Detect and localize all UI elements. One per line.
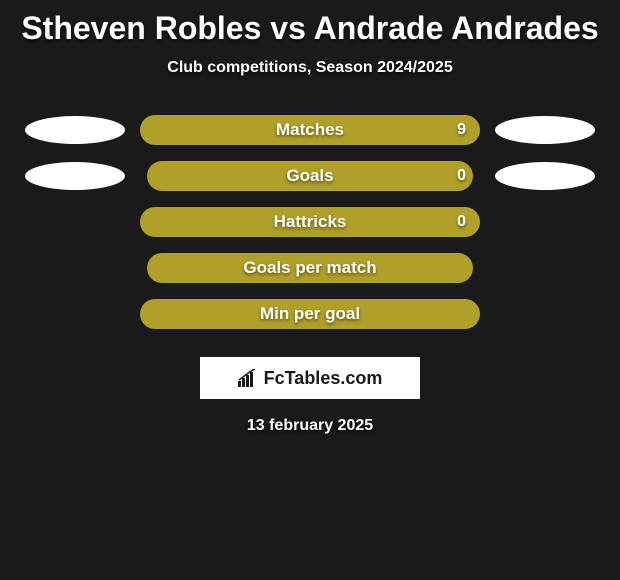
stat-value-right: 0: [457, 213, 466, 231]
left-spacer: [25, 254, 125, 282]
left-value-ellipse: [25, 116, 125, 144]
left-spacer: [25, 208, 125, 236]
stat-row: Min per goal: [25, 299, 595, 329]
bars-icon: [238, 369, 260, 387]
stat-row: Goals0: [25, 161, 595, 191]
stat-value-right: 0: [457, 167, 466, 185]
right-spacer: [495, 208, 595, 236]
comparison-panel: Stheven Robles vs Andrade Andrades Club …: [0, 0, 620, 435]
date-text: 13 february 2025: [247, 417, 373, 435]
stat-label: Hattricks: [140, 212, 480, 232]
logo-label: FcTables.com: [264, 368, 383, 389]
stat-rows: Matches9Goals0Hattricks0Goals per matchM…: [25, 115, 595, 345]
logo-box: FcTables.com: [200, 357, 420, 399]
right-spacer: [495, 300, 595, 328]
stat-value-right: 9: [457, 121, 466, 139]
stat-row: Goals per match: [25, 253, 595, 283]
left-spacer: [25, 300, 125, 328]
logo: FcTables.com: [238, 368, 383, 389]
page-subtitle: Club competitions, Season 2024/2025: [167, 59, 452, 77]
stat-label: Goals: [140, 166, 480, 186]
stat-label: Min per goal: [140, 304, 480, 324]
right-value-ellipse: [495, 116, 595, 144]
right-value-ellipse: [495, 162, 595, 190]
stat-bar: Goals per match: [140, 253, 480, 283]
stat-row: Matches9: [25, 115, 595, 145]
left-value-ellipse: [25, 162, 125, 190]
stat-row: Hattricks0: [25, 207, 595, 237]
stat-bar: Min per goal: [140, 299, 480, 329]
stat-label: Matches: [140, 120, 480, 140]
stat-label: Goals per match: [140, 258, 480, 278]
stat-bar: Matches9: [140, 115, 480, 145]
right-spacer: [495, 254, 595, 282]
stat-bar: Goals0: [140, 161, 480, 191]
stat-bar: Hattricks0: [140, 207, 480, 237]
page-title: Stheven Robles vs Andrade Andrades: [21, 10, 598, 47]
